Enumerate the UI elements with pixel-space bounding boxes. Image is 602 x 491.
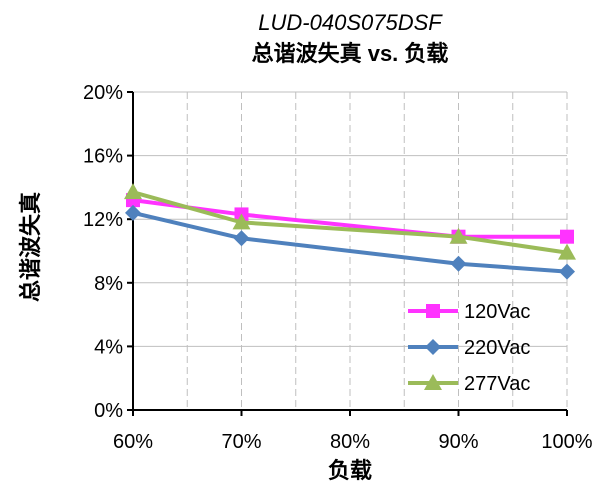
data-point	[233, 230, 250, 247]
data-point	[558, 243, 576, 260]
data-point	[450, 255, 467, 272]
data-point	[559, 263, 575, 280]
series-line	[132, 190, 568, 255]
series-line	[132, 210, 568, 274]
legend-entry: 277Vac	[408, 373, 530, 395]
data-point	[449, 227, 468, 244]
x-axis-label: 负载	[328, 458, 372, 483]
legend: 120Vac 220Vac 277Vac	[408, 301, 530, 395]
chart-title: LUD-040S075DSF	[258, 10, 443, 35]
legend-marker	[425, 339, 441, 355]
chart-subtitle: 总谐波失真 vs. 负载	[252, 41, 449, 66]
legend-marker	[424, 374, 442, 390]
data-point	[560, 229, 574, 244]
axes	[127, 91, 568, 416]
tick-labels: 0% 4% 8% 12% 16% 20% 60% 70% 80% 90% 100%	[83, 82, 593, 453]
legend-label: 277Vac	[464, 373, 530, 395]
y-axis-label: 总谐波失真	[18, 192, 43, 302]
legend-entry: 220Vac	[408, 337, 530, 359]
y-tick-label: 0%	[94, 400, 123, 422]
legend-label: 220Vac	[464, 337, 530, 359]
data-point	[232, 213, 251, 230]
x-tick-label: 60%	[113, 431, 153, 453]
legend-label: 120Vac	[464, 301, 530, 323]
series-277Vac	[124, 183, 576, 260]
y-tick-label: 8%	[94, 273, 123, 295]
legend-marker	[426, 304, 440, 318]
y-tick-label: 16%	[83, 146, 123, 168]
data-point	[125, 204, 141, 221]
x-tick-label: 90%	[438, 431, 478, 453]
series-220Vac	[125, 204, 575, 280]
series	[124, 183, 576, 280]
x-tick-label: 80%	[330, 431, 370, 453]
y-tick-label: 4%	[94, 336, 123, 358]
x-tick-label: 70%	[221, 431, 261, 453]
legend-entry: 120Vac	[408, 301, 530, 323]
y-tick-label: 12%	[83, 209, 123, 231]
y-tick-label: 20%	[83, 82, 123, 104]
x-tick-label: 100%	[541, 431, 592, 453]
data-point	[124, 183, 142, 200]
